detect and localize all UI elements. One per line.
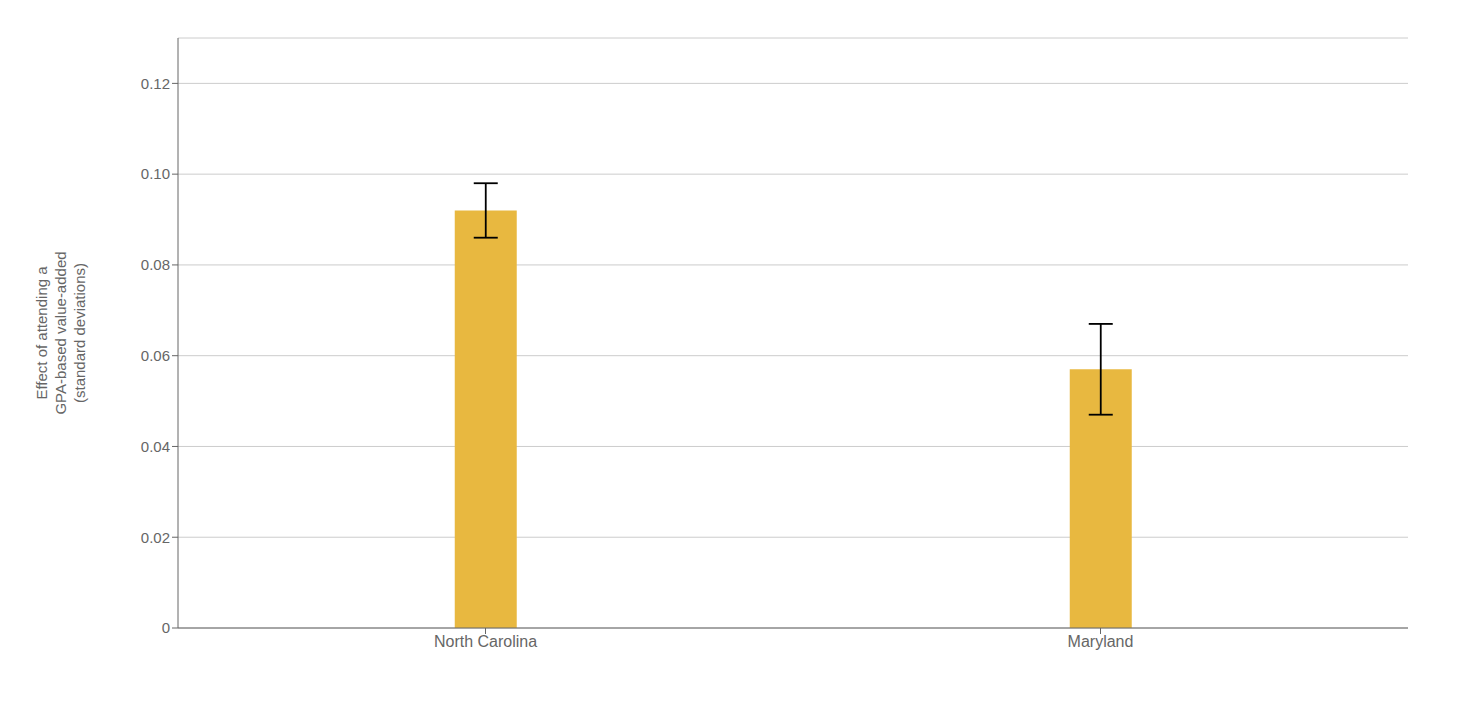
- svg-text:0.02: 0.02: [141, 529, 170, 546]
- svg-text:0: 0: [162, 619, 170, 636]
- svg-text:Effect of attending aGPA-based: Effect of attending aGPA-based value-add…: [33, 251, 88, 414]
- svg-text:0.12: 0.12: [141, 75, 170, 92]
- svg-text:Maryland: Maryland: [1068, 633, 1134, 650]
- svg-text:0.08: 0.08: [141, 256, 170, 273]
- svg-text:0.10: 0.10: [141, 165, 170, 182]
- svg-text:0.04: 0.04: [141, 438, 170, 455]
- svg-text:0.06: 0.06: [141, 347, 170, 364]
- svg-text:North Carolina: North Carolina: [434, 633, 537, 650]
